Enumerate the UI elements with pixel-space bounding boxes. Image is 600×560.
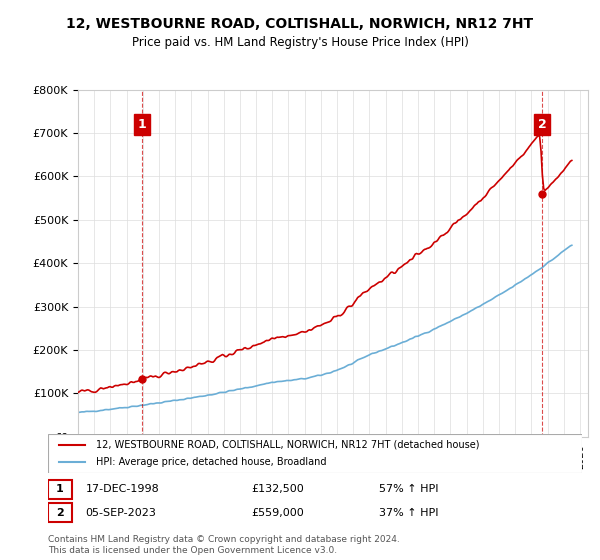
Text: 2: 2 [538, 118, 547, 131]
Text: 1: 1 [138, 118, 146, 131]
FancyBboxPatch shape [48, 434, 582, 473]
Text: 1: 1 [56, 484, 64, 494]
Text: 2: 2 [56, 508, 64, 518]
Text: 12, WESTBOURNE ROAD, COLTISHALL, NORWICH, NR12 7HT: 12, WESTBOURNE ROAD, COLTISHALL, NORWICH… [67, 17, 533, 31]
Text: Contains HM Land Registry data © Crown copyright and database right 2024.: Contains HM Land Registry data © Crown c… [48, 535, 400, 544]
Text: 12, WESTBOURNE ROAD, COLTISHALL, NORWICH, NR12 7HT (detached house): 12, WESTBOURNE ROAD, COLTISHALL, NORWICH… [96, 440, 479, 450]
Text: 17-DEC-1998: 17-DEC-1998 [85, 484, 159, 494]
Text: 05-SEP-2023: 05-SEP-2023 [85, 508, 156, 518]
Text: HPI: Average price, detached house, Broadland: HPI: Average price, detached house, Broa… [96, 457, 326, 467]
Text: 57% ↑ HPI: 57% ↑ HPI [379, 484, 439, 494]
Text: 37% ↑ HPI: 37% ↑ HPI [379, 508, 439, 518]
FancyBboxPatch shape [48, 503, 72, 522]
FancyBboxPatch shape [48, 479, 72, 498]
Text: Price paid vs. HM Land Registry's House Price Index (HPI): Price paid vs. HM Land Registry's House … [131, 36, 469, 49]
Text: £132,500: £132,500 [251, 484, 304, 494]
Text: £559,000: £559,000 [251, 508, 304, 518]
Text: This data is licensed under the Open Government Licence v3.0.: This data is licensed under the Open Gov… [48, 546, 337, 555]
